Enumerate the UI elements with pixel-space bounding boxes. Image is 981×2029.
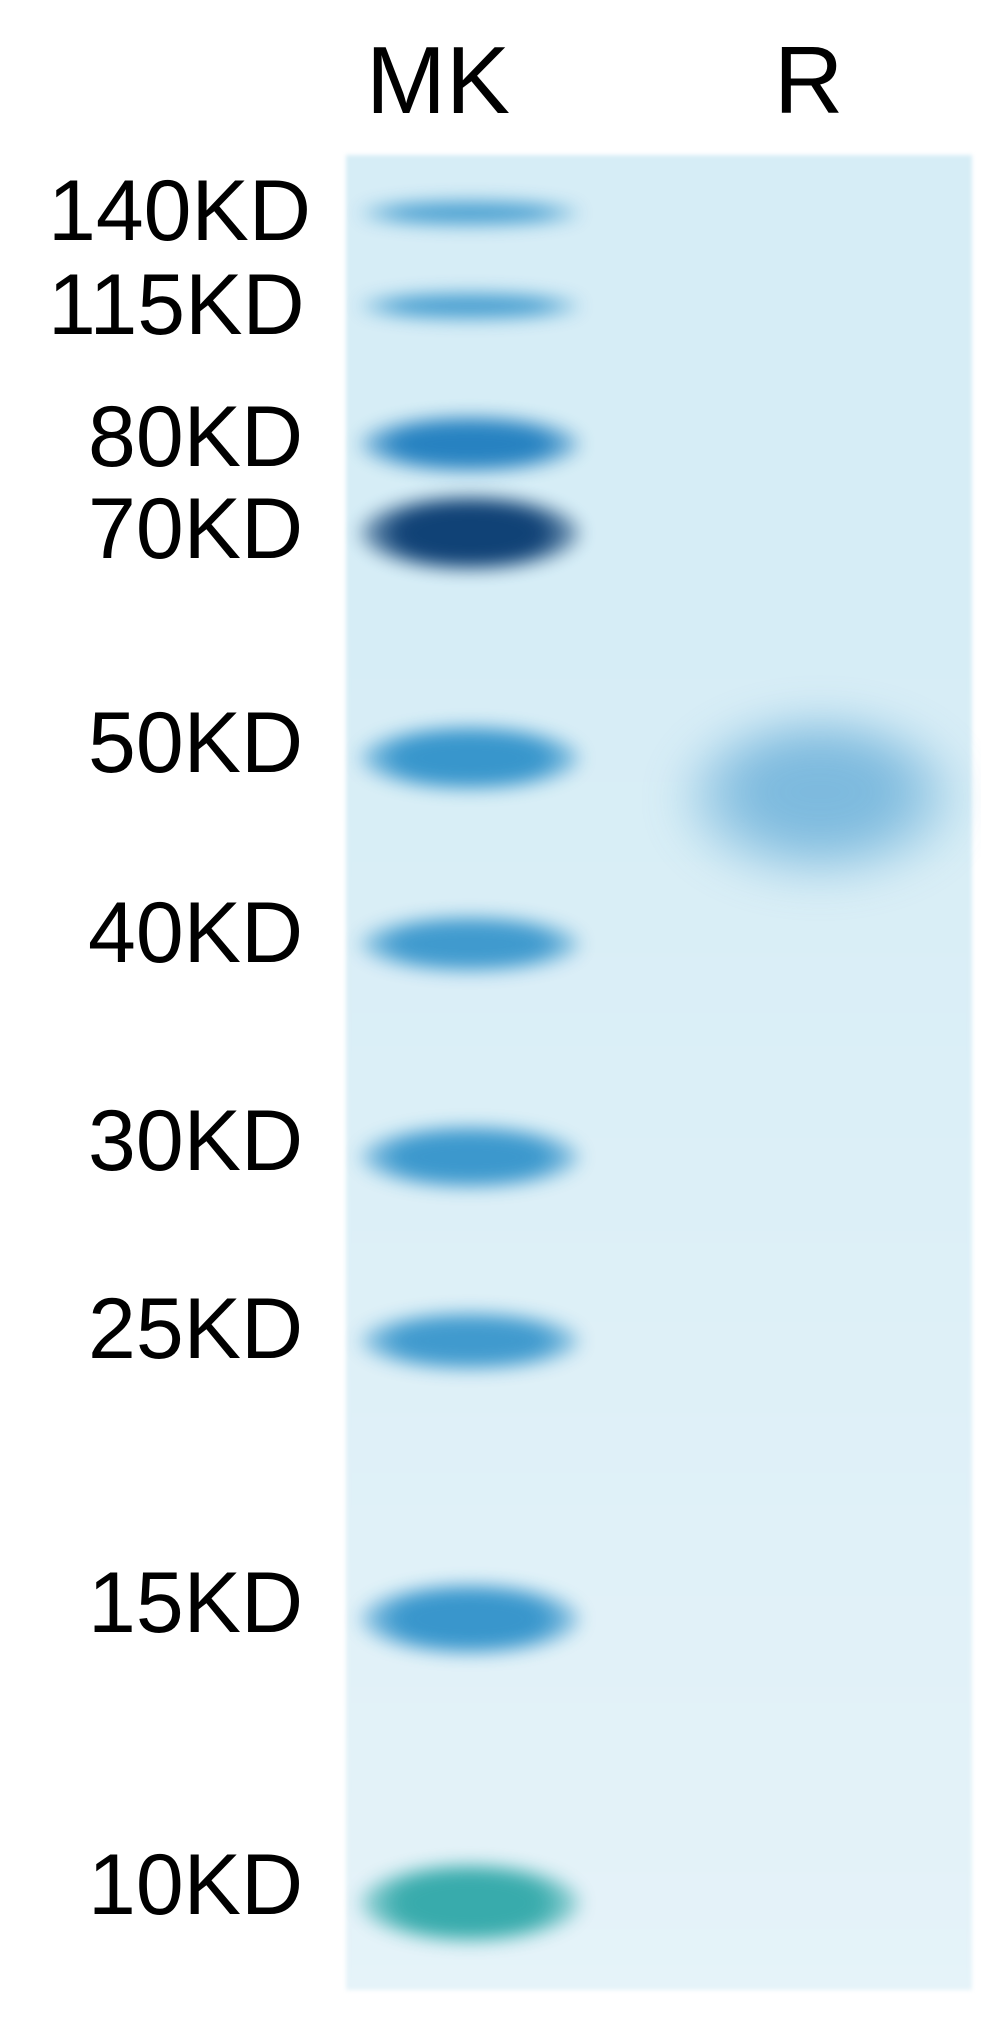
marker-band [360, 1314, 580, 1368]
mw-label: 80KD [88, 388, 303, 487]
mw-label: 30KD [88, 1092, 303, 1191]
mw-label: 40KD [88, 884, 303, 983]
marker-band [360, 918, 580, 970]
mw-label: 10KD [88, 1836, 303, 1935]
mw-label: 25KD [88, 1280, 303, 1379]
marker-band [360, 728, 580, 788]
mw-label: 140KD [48, 162, 311, 261]
mw-label: 115KD [48, 256, 305, 355]
marker-band [360, 202, 580, 224]
marker-band [360, 1866, 580, 1940]
mw-label: 50KD [88, 694, 303, 793]
mw-label: 15KD [88, 1554, 303, 1653]
gel-figure: MK R 140KD115KD 80KD70KD 50KD 40KD 30KD 25KD 1… [0, 0, 981, 2029]
lane-header-marker: MK [366, 26, 510, 136]
mw-label: 70KD [88, 480, 303, 579]
marker-band [360, 418, 580, 470]
lane-header-sample: R [774, 26, 843, 136]
sample-band [680, 720, 960, 880]
marker-band [360, 294, 580, 318]
marker-band [360, 1128, 580, 1186]
marker-band [360, 1586, 580, 1652]
marker-band [360, 498, 580, 568]
